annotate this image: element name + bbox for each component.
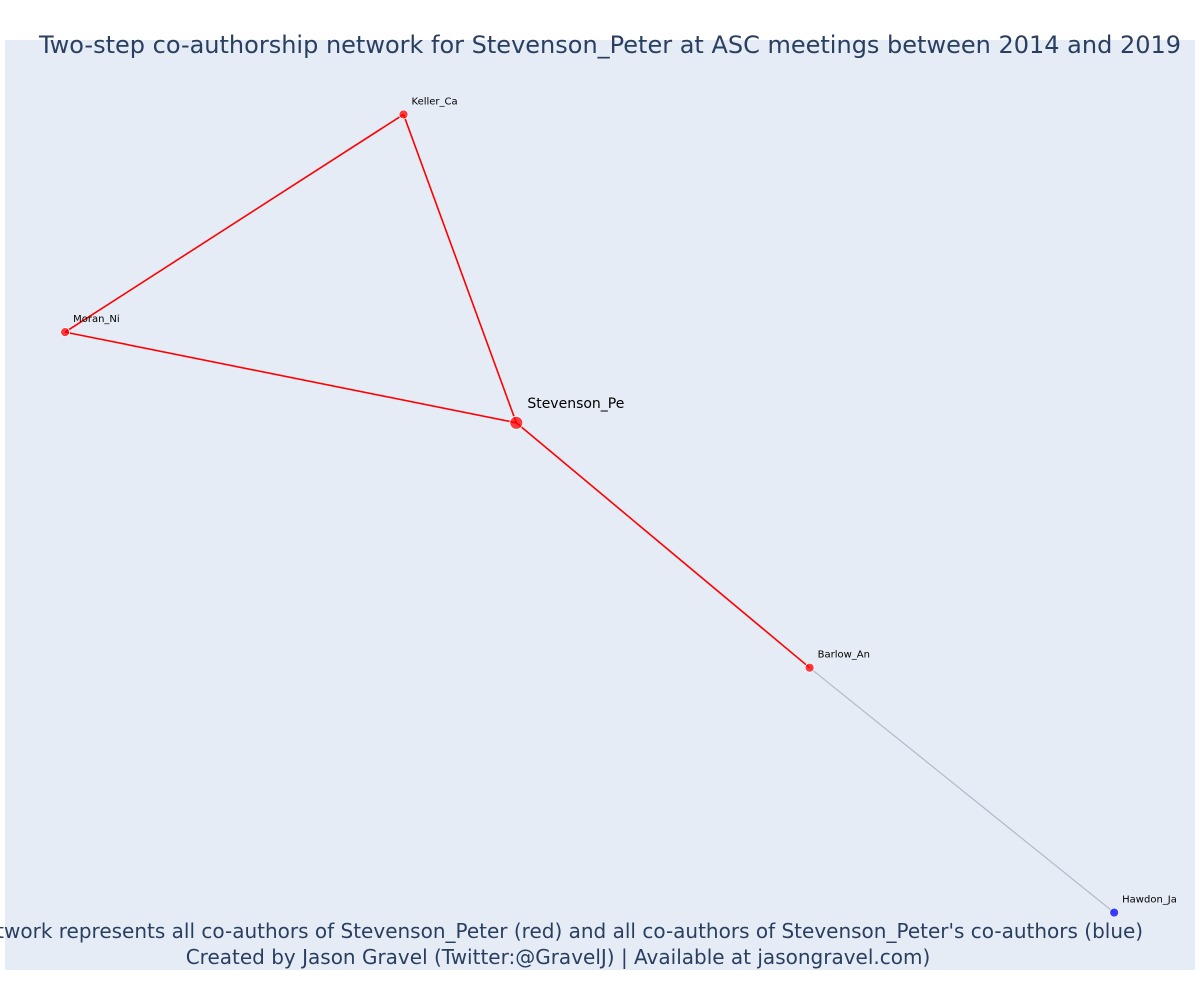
edge-stevenson_pe-keller_ca	[402, 114, 518, 424]
nodes-layer	[60, 109, 1120, 918]
node-stevenson_pe[interactable]	[509, 415, 524, 430]
chart-title: Two-step co-authorship network for Steve…	[38, 31, 1181, 59]
node-label-stevenson_pe: Stevenson_Pe	[527, 396, 624, 412]
node-hawdon_ja[interactable]	[1109, 907, 1120, 918]
edge-stevenson_pe-moran_ni	[64, 331, 517, 424]
node-barlow_an[interactable]	[804, 662, 815, 673]
caption-line-2: Created by Jason Gravel (Twitter:@Gravel…	[186, 945, 931, 969]
node-keller_ca[interactable]	[398, 109, 409, 120]
node-label-hawdon_ja: Hawdon_Ja	[1122, 895, 1177, 906]
caption-line-1: Network represents all co-authors of Ste…	[0, 919, 1143, 943]
edges-layer	[64, 113, 1115, 914]
node-moran_ni[interactable]	[60, 327, 71, 338]
edge-barlow_an-hawdon_ja	[809, 667, 1115, 914]
labels-layer: Stevenson_Pe Keller_Ca Moran_Ni Barlow_An Ha…	[73, 96, 1177, 905]
node-label-keller_ca: Keller_Ca	[412, 96, 458, 107]
node-label-barlow_an: Barlow_An	[818, 650, 870, 661]
node-label-moran_ni: Moran_Ni	[73, 314, 120, 325]
plot-background	[5, 40, 1195, 970]
edge-stevenson_pe-barlow_an	[515, 422, 811, 669]
edge-keller_ca-moran_ni	[64, 113, 404, 333]
